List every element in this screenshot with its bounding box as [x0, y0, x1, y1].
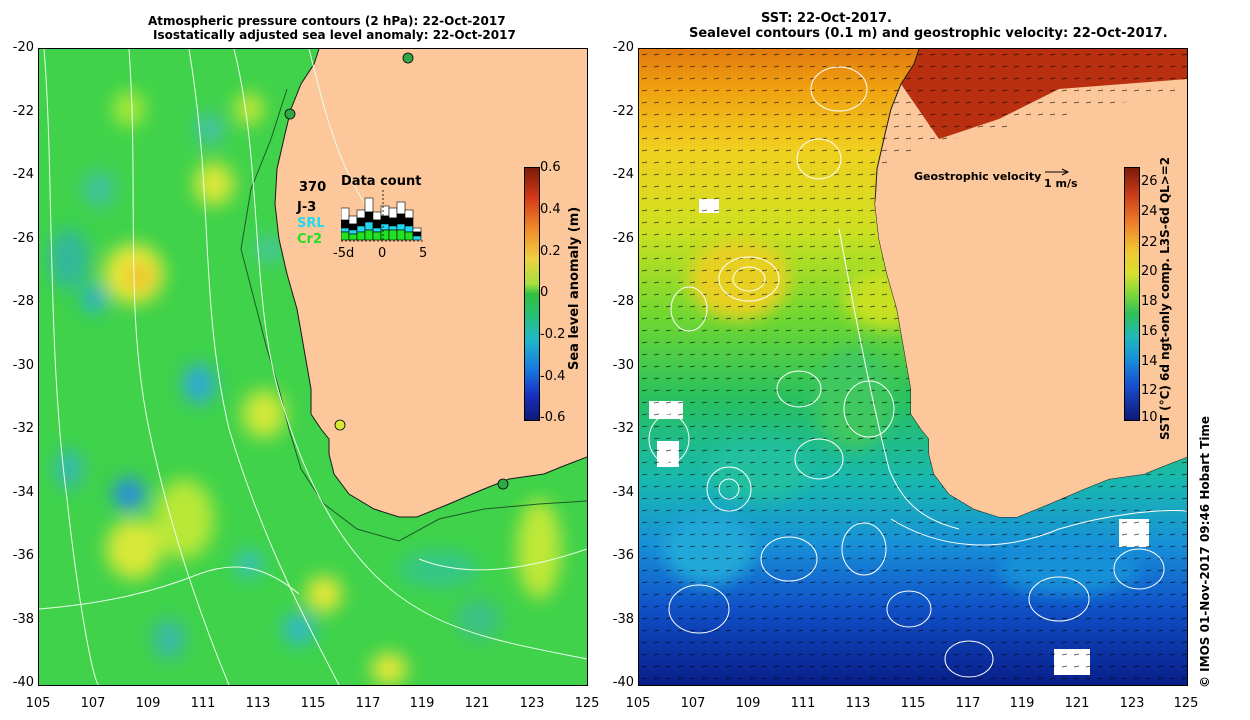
- left-xtick: 115: [300, 696, 326, 711]
- left-xtick: 113: [245, 696, 271, 711]
- sst-tick-7: 14: [1141, 354, 1158, 369]
- velocity-scale-value: 1 m/s: [1044, 177, 1078, 190]
- right-ytick: -36: [612, 548, 634, 563]
- right-xtick: 105: [625, 696, 651, 711]
- sst-tick-5: 18: [1141, 294, 1158, 309]
- left-ytick: -34: [12, 485, 34, 500]
- right-title-line1: SST: 22-Oct-2017.: [761, 11, 892, 26]
- sla-tick-5: -0.2: [540, 327, 566, 342]
- sst-colorbar-label: SST (°C) 6d ngt-only comp. L3S-6d QL>=2: [1158, 156, 1172, 440]
- left-title-line1: Atmospheric pressure contours (2 hPa): 2…: [148, 14, 506, 28]
- sst-tick-9: 10: [1141, 410, 1158, 425]
- sla-tick-2: 0.4: [540, 202, 561, 217]
- sla-colorbar: [524, 167, 540, 421]
- right-xtick: 113: [845, 696, 871, 711]
- inset-xtick-1: -5d: [333, 246, 355, 261]
- data-count-bars: [341, 190, 425, 242]
- sst-tick-4: 20: [1141, 264, 1158, 279]
- inset-xtick-3: 5: [419, 246, 428, 261]
- sst-tick-3: 22: [1141, 235, 1158, 250]
- sst-map: [639, 49, 1187, 685]
- right-xtick: 111: [790, 696, 816, 711]
- imos-credit: © IMOS 01-Nov-2017 09:46 Hobart Time: [1198, 415, 1212, 688]
- right-xtick: 121: [1064, 696, 1090, 711]
- left-xtick: 121: [464, 696, 490, 711]
- right-map-panel[interactable]: Geostrophic velocity 1 m/s: [638, 48, 1188, 686]
- sla-colorbar-label: Sea level anomaly (m): [567, 206, 582, 370]
- legend-j3: J-3: [297, 200, 317, 215]
- data-count-title: Data count: [341, 174, 422, 189]
- left-xtick: 117: [355, 696, 381, 711]
- legend-srl: SRL: [297, 216, 325, 231]
- right-xtick: 115: [900, 696, 926, 711]
- left-xtick: 119: [409, 696, 435, 711]
- right-ytick: -38: [612, 612, 634, 627]
- sla-tick-4: 0: [540, 285, 549, 300]
- right-xtick: 107: [680, 696, 706, 711]
- left-ytick: -32: [12, 421, 34, 436]
- sst-tick-1: 26: [1141, 174, 1158, 189]
- left-xtick: 125: [574, 696, 600, 711]
- left-ytick: -20: [12, 40, 34, 55]
- left-ytick: -22: [12, 104, 34, 119]
- right-ytick: -26: [612, 231, 634, 246]
- left-xtick: 109: [135, 696, 161, 711]
- data-count-inset: 370 Data count J-3 SRL Cr2 -5d 0 5: [297, 174, 437, 264]
- right-xtick: 125: [1173, 696, 1199, 711]
- right-ytick: -20: [612, 40, 634, 55]
- right-xtick: 119: [1009, 696, 1035, 711]
- velocity-legend-label: Geostrophic velocity: [914, 170, 1042, 183]
- right-ytick: -28: [612, 294, 634, 309]
- right-ytick: -30: [612, 358, 634, 373]
- right-xtick: 109: [735, 696, 761, 711]
- left-ytick: -24: [12, 167, 34, 182]
- right-xtick: 117: [955, 696, 981, 711]
- sst-colorbar: [1124, 167, 1140, 421]
- right-ytick: -40: [612, 675, 634, 690]
- sla-tick-6: -0.4: [540, 369, 566, 384]
- left-xtick: 123: [519, 696, 545, 711]
- left-xtick: 107: [80, 696, 106, 711]
- left-xtick: 111: [190, 696, 216, 711]
- right-ytick: -24: [612, 167, 634, 182]
- sla-tick-3: 0.2: [540, 244, 561, 259]
- left-ytick: -30: [12, 358, 34, 373]
- data-count-max-label: 370: [299, 180, 327, 195]
- sla-tick-1: 0.6: [540, 160, 561, 175]
- right-ytick: -34: [612, 485, 634, 500]
- left-xtick: 105: [25, 696, 51, 711]
- inset-xtick-2: 0: [378, 246, 387, 261]
- sst-tick-8: 12: [1141, 383, 1158, 398]
- left-title-line2: Isostatically adjusted sea level anomaly…: [153, 28, 516, 42]
- legend-cr2: Cr2: [297, 232, 322, 247]
- left-ytick: -38: [12, 612, 34, 627]
- sst-tick-2: 24: [1141, 204, 1158, 219]
- left-map-panel[interactable]: 370 Data count J-3 SRL Cr2 -5d 0 5: [38, 48, 588, 686]
- left-ytick: -26: [12, 231, 34, 246]
- sea-level-anomaly-map: [39, 49, 587, 685]
- left-ytick: -40: [12, 675, 34, 690]
- left-ytick: -28: [12, 294, 34, 309]
- left-ytick: -36: [12, 548, 34, 563]
- right-ytick: -32: [612, 421, 634, 436]
- sst-tick-6: 16: [1141, 324, 1158, 339]
- right-ytick: -22: [612, 104, 634, 119]
- sla-tick-7: -0.6: [540, 410, 566, 425]
- right-xtick: 123: [1119, 696, 1145, 711]
- velocity-scale-arrow: [1045, 168, 1070, 176]
- right-title-line2: Sealevel contours (0.1 m) and geostrophi…: [689, 26, 1168, 41]
